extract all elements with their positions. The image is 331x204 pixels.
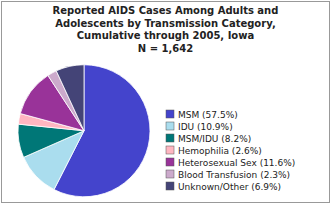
chart-container: Reported AIDS Cases Among Adults and Adol… [0, 0, 331, 204]
legend-label: Unknown/Other (6.9%) [178, 182, 281, 192]
legend-label: Blood Transfusion (2.3%) [178, 170, 290, 180]
title-line: N = 1,642 [138, 43, 193, 54]
title: Reported AIDS Cases Among Adults and Adol… [53, 5, 279, 54]
legend-swatch [166, 146, 174, 154]
pie-slice [56, 65, 84, 131]
pie [18, 65, 150, 197]
legend-label: MSM (57.5%) [178, 110, 238, 120]
legend-swatch [166, 170, 174, 178]
legend-swatch [166, 134, 174, 142]
legend-label: Heterosexual Sex (11.6%) [178, 158, 295, 168]
legend-swatch [166, 158, 174, 166]
chart: Reported AIDS Cases Among Adults and Adol… [0, 0, 331, 204]
legend-label: Hemophilia (2.6%) [178, 146, 262, 156]
legend: MSM (57.5%) IDU (10.9%) MSM/IDU (8.2%) Hemo… [166, 110, 295, 192]
title-line: Reported AIDS Cases Among Adults and [53, 5, 279, 16]
legend-swatch [166, 122, 174, 130]
legend-swatch [166, 182, 174, 190]
legend-swatch [166, 110, 174, 118]
legend-label: MSM/IDU (8.2%) [178, 134, 251, 144]
frame [2, 2, 330, 203]
title-line: Cumulative through 2005, Iowa [77, 30, 254, 41]
legend-label: IDU (10.9%) [178, 122, 233, 132]
title-line: Adolescents by Transmission Category, [55, 18, 275, 29]
